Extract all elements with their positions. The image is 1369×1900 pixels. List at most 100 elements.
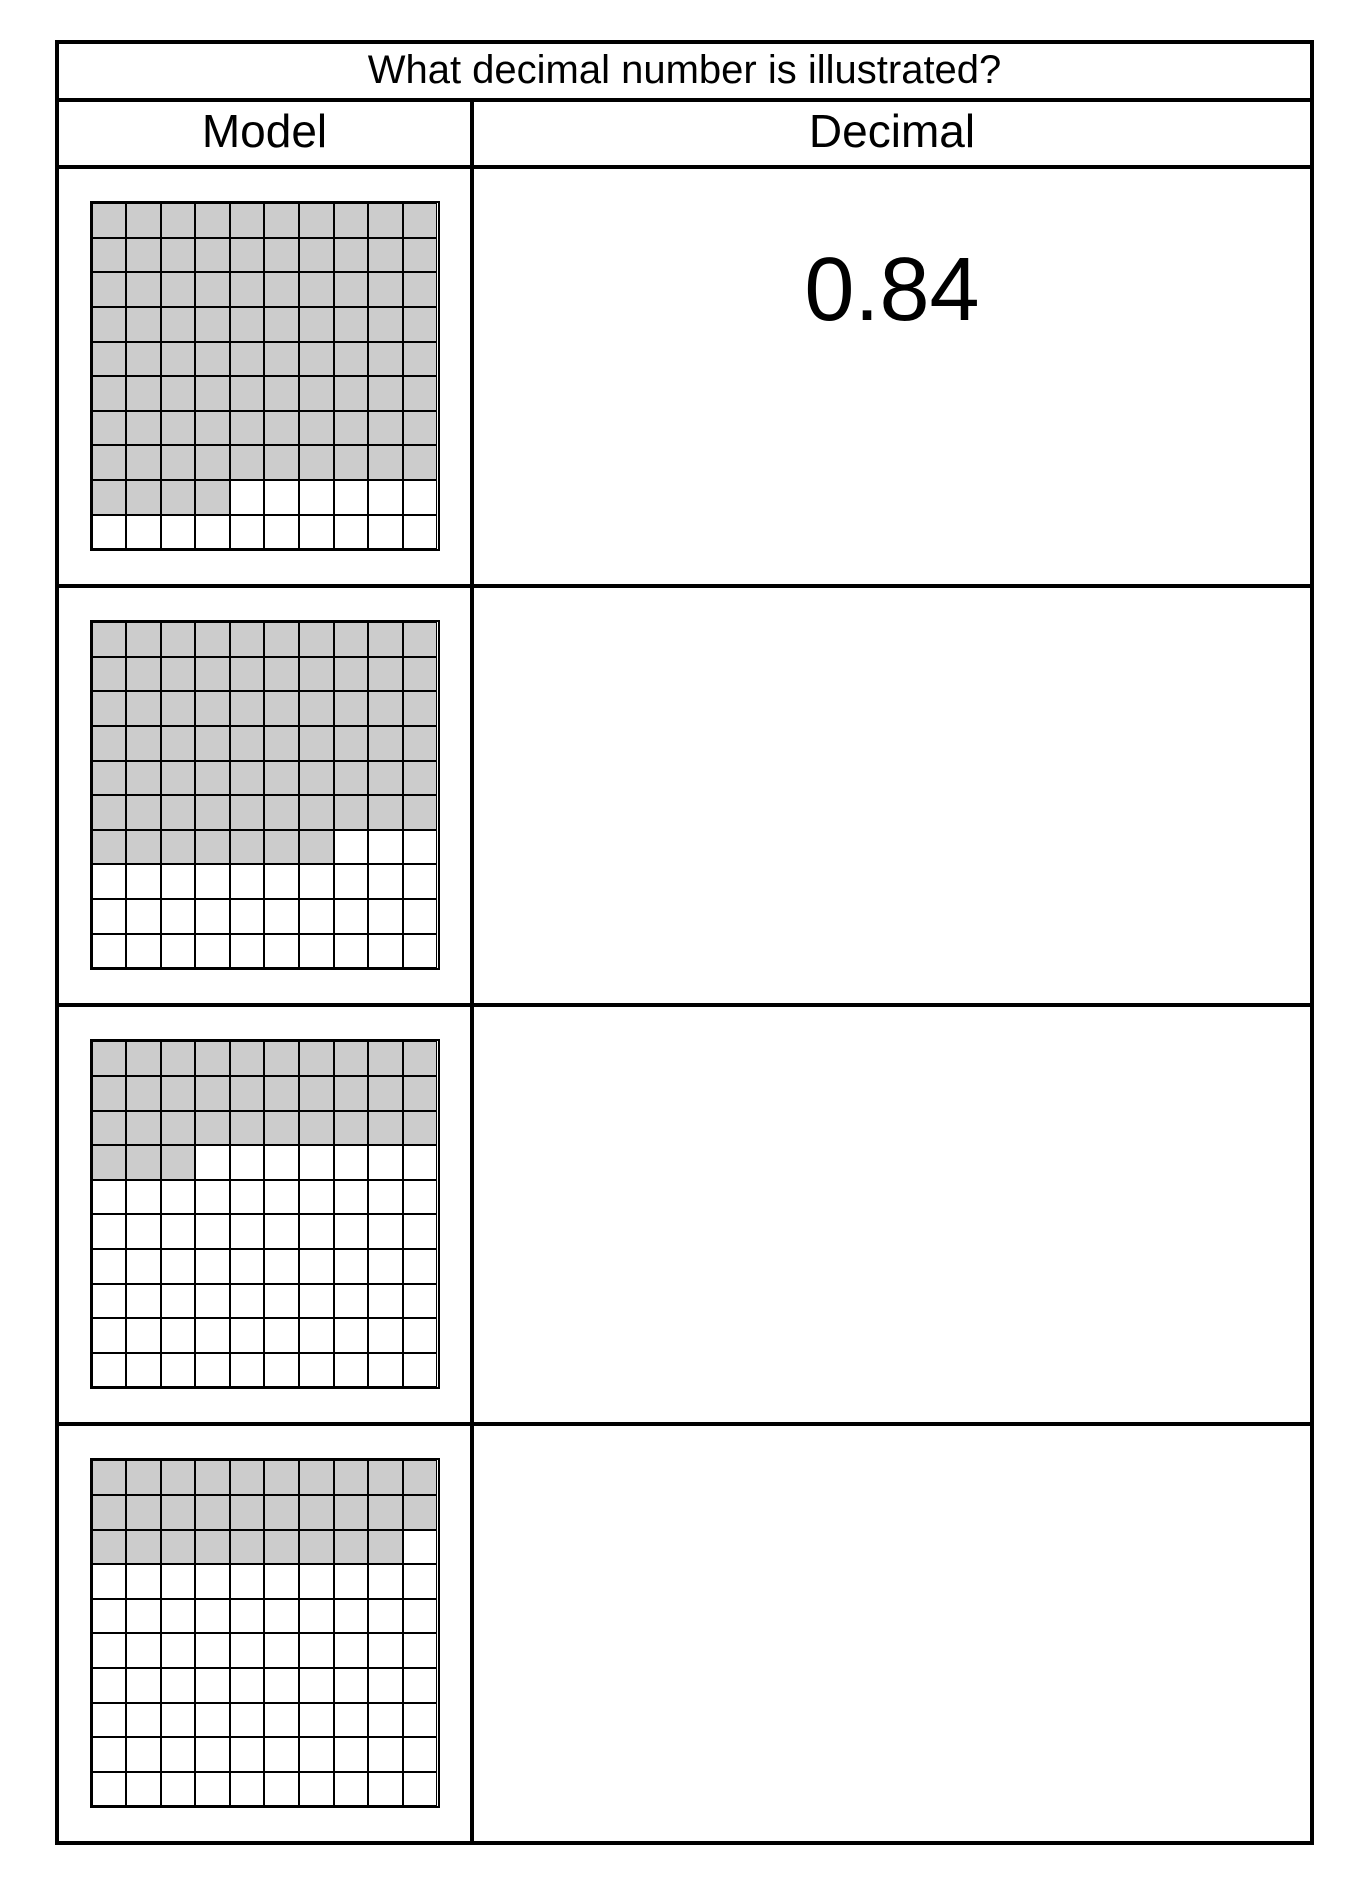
grid-square — [299, 376, 334, 411]
grid-square — [403, 376, 438, 411]
grid-square — [92, 411, 127, 446]
grid-square — [264, 1460, 299, 1495]
grid-square — [368, 691, 403, 726]
grid-square — [368, 1530, 403, 1565]
grid-square — [92, 1214, 127, 1249]
grid-square — [334, 307, 369, 342]
grid-square — [126, 376, 161, 411]
grid-square — [403, 480, 438, 515]
grid-square — [334, 272, 369, 307]
grid-square — [161, 445, 196, 480]
grid-square — [161, 622, 196, 657]
grid-square — [195, 1633, 230, 1668]
grid-square — [334, 1214, 369, 1249]
grid-square — [126, 411, 161, 446]
grid-square — [230, 1249, 265, 1284]
hundred-grid — [90, 1458, 440, 1808]
table-row — [59, 1426, 1310, 1841]
grid-square — [334, 376, 369, 411]
grid-square — [92, 1703, 127, 1738]
grid-square — [126, 1633, 161, 1668]
grid-square — [230, 480, 265, 515]
grid-square — [403, 1564, 438, 1599]
grid-square — [92, 1599, 127, 1634]
grid-square — [368, 411, 403, 446]
grid-square — [161, 1737, 196, 1772]
grid-square — [195, 1495, 230, 1530]
grid-square — [195, 657, 230, 692]
grid-square — [195, 1772, 230, 1807]
grid-square — [126, 657, 161, 692]
grid-square — [368, 1214, 403, 1249]
grid-square — [92, 691, 127, 726]
grid-square — [403, 1353, 438, 1388]
grid-square — [161, 830, 196, 865]
grid-square — [334, 830, 369, 865]
grid-square — [195, 1668, 230, 1703]
grid-square — [368, 934, 403, 969]
grid-square — [403, 761, 438, 796]
hundred-grid — [90, 620, 440, 970]
grid-square — [368, 1111, 403, 1146]
grid-square — [161, 1703, 196, 1738]
grid-square — [126, 1530, 161, 1565]
decimal-cell[interactable] — [474, 1426, 1310, 1841]
grid-square — [161, 864, 196, 899]
grid-square — [161, 1111, 196, 1146]
grid-square — [195, 272, 230, 307]
grid-square — [299, 445, 334, 480]
grid-square — [92, 1284, 127, 1319]
grid-square — [299, 307, 334, 342]
grid-square — [403, 272, 438, 307]
grid-square — [299, 691, 334, 726]
grid-square — [161, 1530, 196, 1565]
grid-square — [92, 1633, 127, 1668]
grid-square — [161, 761, 196, 796]
grid-square — [195, 411, 230, 446]
grid-square — [161, 480, 196, 515]
grid-square — [264, 1111, 299, 1146]
grid-square — [126, 1599, 161, 1634]
grid-square — [161, 1284, 196, 1319]
grid-square — [299, 1737, 334, 1772]
grid-square — [299, 1564, 334, 1599]
grid-square — [126, 899, 161, 934]
grid-square — [195, 445, 230, 480]
grid-square — [334, 1249, 369, 1284]
grid-square — [230, 1772, 265, 1807]
grid-square — [92, 934, 127, 969]
grid-square — [195, 1111, 230, 1146]
grid-square — [195, 830, 230, 865]
grid-square — [92, 238, 127, 273]
grid-square — [230, 1737, 265, 1772]
grid-square — [92, 1495, 127, 1530]
grid-square — [230, 238, 265, 273]
decimal-cell[interactable]: 0.84 — [474, 169, 1310, 584]
grid-square — [334, 1772, 369, 1807]
decimal-cell[interactable] — [474, 588, 1310, 1003]
grid-square — [334, 1180, 369, 1215]
grid-square — [195, 1145, 230, 1180]
grid-square — [92, 726, 127, 761]
grid-square — [126, 480, 161, 515]
grid-square — [126, 1668, 161, 1703]
grid-square — [195, 480, 230, 515]
grid-square — [161, 342, 196, 377]
grid-square — [161, 657, 196, 692]
grid-square — [403, 203, 438, 238]
grid-square — [264, 934, 299, 969]
decimal-cell[interactable] — [474, 1007, 1310, 1422]
grid-square — [403, 795, 438, 830]
grid-square — [230, 1214, 265, 1249]
grid-square — [230, 1076, 265, 1111]
grid-square — [334, 1041, 369, 1076]
grid-square — [92, 1111, 127, 1146]
grid-square — [195, 934, 230, 969]
grid-square — [161, 203, 196, 238]
grid-square — [403, 1145, 438, 1180]
grid-square — [195, 1530, 230, 1565]
grid-square — [92, 272, 127, 307]
grid-square — [195, 761, 230, 796]
grid-square — [126, 691, 161, 726]
grid-square — [264, 795, 299, 830]
